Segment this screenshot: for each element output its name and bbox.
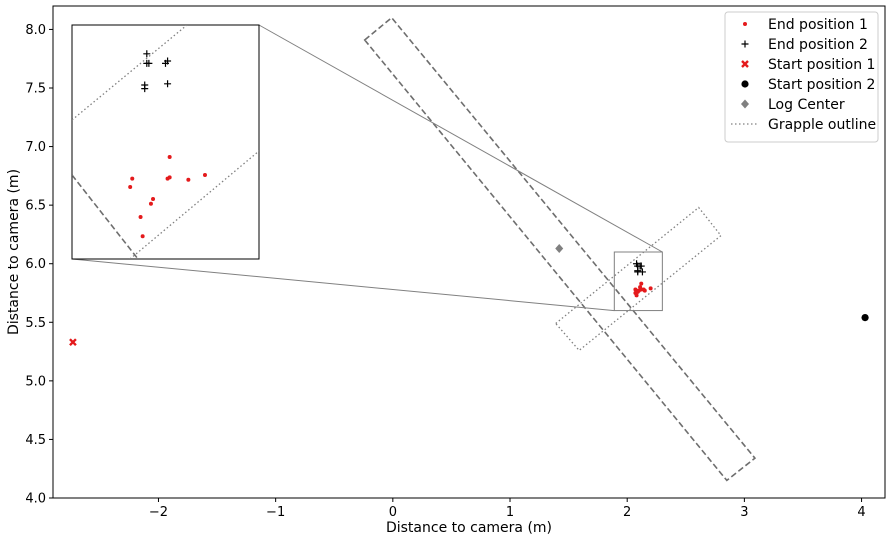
point-series-0-7 xyxy=(639,281,644,286)
zoom-source-box xyxy=(613,251,663,312)
x-axis-label: Distance to camera (m) xyxy=(386,520,552,536)
x-tick-label-5: 3 xyxy=(740,505,748,520)
inset-point-end2-2 xyxy=(145,59,153,67)
axes: −2 −1 0 1 2 3 4 4.0 4.5 5.0 5.5 6.0 6.5 7.0 7.5 8.0 xyxy=(25,23,865,520)
inset-point-end2-4 xyxy=(164,57,172,65)
y-tick-label-0: 4.0 xyxy=(25,492,46,507)
y-tick-label-1: 4.5 xyxy=(25,433,46,448)
inset-point-end1-0 xyxy=(130,176,135,181)
x-tick-label-3: 1 xyxy=(506,505,514,520)
zoom-connector-top xyxy=(258,24,663,253)
inset-point-end1-10 xyxy=(202,173,207,177)
x-tick-label-0: −2 xyxy=(149,505,168,520)
inset-point-end1-5 xyxy=(151,197,156,201)
inset xyxy=(71,24,663,312)
inset-point-end1-8 xyxy=(167,175,172,180)
x-tick-label-2: 0 xyxy=(389,505,397,520)
y-tick-label-7: 7.5 xyxy=(25,82,46,97)
inset-point-end2-7 xyxy=(164,80,172,88)
inset-point-end1-7 xyxy=(167,155,172,159)
legend: End position 1 End position 2 Start positi… xyxy=(724,11,879,143)
legend-label-5: Grapple outline xyxy=(768,117,876,133)
point-series-4-0 xyxy=(555,243,564,253)
y-tick-label-2: 5.0 xyxy=(25,374,46,389)
legend-swatch-1 xyxy=(741,40,749,48)
legend-swatch-2 xyxy=(741,60,749,68)
point-series-1-7 xyxy=(638,268,646,276)
y-tick-label-5: 6.5 xyxy=(25,199,46,214)
inset-point-end1-2 xyxy=(138,215,143,219)
point-series-0-10 xyxy=(642,288,647,293)
legend-label-4: Log Center xyxy=(768,97,845,113)
x-tick-label-1: −1 xyxy=(266,505,285,520)
y-tick-label-4: 6.0 xyxy=(25,257,46,272)
x-tick-label-6: 4 xyxy=(857,505,865,520)
x-tick-label-4: 2 xyxy=(623,505,631,520)
point-series-1-4 xyxy=(637,262,645,270)
legend-swatch-0 xyxy=(743,22,747,26)
inset-point-end1-4 xyxy=(148,201,153,206)
point-series-2-0 xyxy=(69,338,77,347)
legend-frame xyxy=(724,11,879,143)
data-layer xyxy=(69,16,869,482)
inset-point-end1-1 xyxy=(128,185,133,189)
inset-grapple-edge-top xyxy=(72,25,188,121)
inset-grapple-edge-bottom xyxy=(129,150,259,259)
inset-point-end2-0 xyxy=(143,50,151,58)
y-tick-label-6: 7.0 xyxy=(25,140,46,155)
legend-label-0: End position 1 xyxy=(768,17,868,33)
log-outline xyxy=(363,16,757,482)
legend-label-1: End position 2 xyxy=(768,37,868,53)
point-series-3-0 xyxy=(861,314,869,322)
inset-point-end1-3 xyxy=(140,234,145,239)
inset-point-end2-6 xyxy=(141,85,149,93)
legend-label-2: Start position 1 xyxy=(768,57,875,73)
inset-point-end1-9 xyxy=(186,177,191,182)
y-tick-label-3: 5.5 xyxy=(25,316,46,331)
legend-swatch-3 xyxy=(741,80,749,88)
point-series-0-9 xyxy=(648,286,653,291)
y-tick-label-8: 8.0 xyxy=(25,23,46,38)
y-axis-label: Distance to camera (m) xyxy=(6,169,22,335)
zoom-connector-bottom xyxy=(71,258,615,312)
inset-content xyxy=(72,25,259,259)
legend-label-3: Start position 2 xyxy=(768,77,875,93)
point-series-0-3 xyxy=(634,293,639,298)
point-series-0-11 xyxy=(635,289,640,294)
legend-swatch-4 xyxy=(741,99,749,109)
